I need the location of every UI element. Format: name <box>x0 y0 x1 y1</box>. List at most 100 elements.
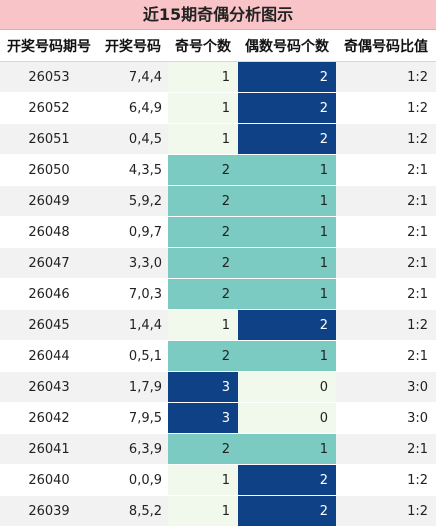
header-ratio: 奇偶号码比值 <box>336 30 436 62</box>
even-count-cell: 1 <box>238 216 336 248</box>
odd-count-cell: 1 <box>168 92 238 124</box>
numbers-cell: 0,5,1 <box>98 340 168 372</box>
ratio-cell: 2:1 <box>336 340 436 372</box>
table-row: 26048 0,9,7 2 1 2:1 <box>0 216 436 248</box>
odd-count-cell: 1 <box>168 464 238 496</box>
ratio-cell: 1:2 <box>336 123 436 155</box>
table-row: 26044 0,5,1 2 1 2:1 <box>0 340 436 372</box>
issue-cell: 26050 <box>0 154 98 186</box>
issue-cell: 26039 <box>0 495 98 527</box>
issue-cell: 26047 <box>0 247 98 279</box>
header-row: 开奖号码期号 开奖号码 奇号个数 偶数号码个数 奇偶号码比值 <box>0 30 436 62</box>
even-count-cell: 2 <box>238 123 336 155</box>
odd-count-cell: 2 <box>168 340 238 372</box>
table-row: 26040 0,0,9 1 2 1:2 <box>0 464 436 496</box>
table-row: 26043 1,7,9 3 0 3:0 <box>0 371 436 403</box>
ratio-cell: 1:2 <box>336 464 436 496</box>
table-row: 26042 7,9,5 3 0 3:0 <box>0 402 436 434</box>
table-row: 26046 7,0,3 2 1 2:1 <box>0 278 436 310</box>
table-row: 26052 6,4,9 1 2 1:2 <box>0 92 436 124</box>
numbers-cell: 8,5,2 <box>98 495 168 527</box>
odd-count-cell: 2 <box>168 247 238 279</box>
numbers-cell: 3,3,0 <box>98 247 168 279</box>
odd-count-cell: 2 <box>168 216 238 248</box>
odd-count-cell: 2 <box>168 185 238 217</box>
numbers-cell: 0,9,7 <box>98 216 168 248</box>
table-row: 26039 8,5,2 1 2 1:2 <box>0 495 436 527</box>
table-body: 26053 7,4,4 1 2 1:2 26052 6,4,9 1 2 1:2 26051 0,4,5… <box>0 61 436 527</box>
issue-cell: 26041 <box>0 433 98 465</box>
issue-cell: 26048 <box>0 216 98 248</box>
numbers-cell: 0,4,5 <box>98 123 168 155</box>
even-count-cell: 0 <box>238 371 336 403</box>
ratio-cell: 2:1 <box>336 185 436 217</box>
numbers-cell: 6,4,9 <box>98 92 168 124</box>
header-even-count: 偶数号码个数 <box>238 30 336 62</box>
issue-cell: 26053 <box>0 61 98 93</box>
even-count-cell: 2 <box>238 495 336 527</box>
header-numbers: 开奖号码 <box>98 30 168 62</box>
even-count-cell: 1 <box>238 154 336 186</box>
header-odd-count: 奇号个数 <box>168 30 238 62</box>
even-count-cell: 2 <box>238 309 336 341</box>
odd-count-cell: 2 <box>168 278 238 310</box>
ratio-cell: 3:0 <box>336 371 436 403</box>
odd-count-cell: 3 <box>168 402 238 434</box>
issue-cell: 26043 <box>0 371 98 403</box>
table-row: 26053 7,4,4 1 2 1:2 <box>0 61 436 93</box>
issue-cell: 26052 <box>0 92 98 124</box>
table-row: 26041 6,3,9 2 1 2:1 <box>0 433 436 465</box>
issue-cell: 26049 <box>0 185 98 217</box>
odd-count-cell: 1 <box>168 309 238 341</box>
even-count-cell: 1 <box>238 247 336 279</box>
ratio-cell: 2:1 <box>336 247 436 279</box>
odd-count-cell: 2 <box>168 154 238 186</box>
numbers-cell: 4,3,5 <box>98 154 168 186</box>
table-row: 26051 0,4,5 1 2 1:2 <box>0 123 436 155</box>
table-row: 26049 5,9,2 2 1 2:1 <box>0 185 436 217</box>
odd-count-cell: 2 <box>168 433 238 465</box>
numbers-cell: 5,9,2 <box>98 185 168 217</box>
table-row: 26050 4,3,5 2 1 2:1 <box>0 154 436 186</box>
issue-cell: 26042 <box>0 402 98 434</box>
ratio-cell: 2:1 <box>336 433 436 465</box>
ratio-cell: 2:1 <box>336 216 436 248</box>
even-count-cell: 1 <box>238 278 336 310</box>
issue-cell: 26045 <box>0 309 98 341</box>
even-count-cell: 1 <box>238 185 336 217</box>
even-count-cell: 0 <box>238 402 336 434</box>
table-row: 26045 1,4,4 1 2 1:2 <box>0 309 436 341</box>
ratio-cell: 1:2 <box>336 61 436 93</box>
odd-count-cell: 3 <box>168 371 238 403</box>
page-title: 近15期奇偶分析图示 <box>0 0 436 30</box>
even-count-cell: 2 <box>238 92 336 124</box>
even-count-cell: 1 <box>238 340 336 372</box>
issue-cell: 26046 <box>0 278 98 310</box>
numbers-cell: 1,4,4 <box>98 309 168 341</box>
odd-count-cell: 1 <box>168 61 238 93</box>
analysis-table: 开奖号码期号 开奖号码 奇号个数 偶数号码个数 奇偶号码比值 26053 7,4,… <box>0 30 436 527</box>
numbers-cell: 7,4,4 <box>98 61 168 93</box>
header-issue: 开奖号码期号 <box>0 30 98 62</box>
ratio-cell: 1:2 <box>336 309 436 341</box>
numbers-cell: 0,0,9 <box>98 464 168 496</box>
odd-count-cell: 1 <box>168 495 238 527</box>
numbers-cell: 6,3,9 <box>98 433 168 465</box>
ratio-cell: 2:1 <box>336 278 436 310</box>
even-count-cell: 1 <box>238 433 336 465</box>
issue-cell: 26040 <box>0 464 98 496</box>
table-row: 26047 3,3,0 2 1 2:1 <box>0 247 436 279</box>
ratio-cell: 1:2 <box>336 92 436 124</box>
numbers-cell: 7,0,3 <box>98 278 168 310</box>
ratio-cell: 2:1 <box>336 154 436 186</box>
even-count-cell: 2 <box>238 61 336 93</box>
numbers-cell: 1,7,9 <box>98 371 168 403</box>
issue-cell: 26044 <box>0 340 98 372</box>
odd-count-cell: 1 <box>168 123 238 155</box>
ratio-cell: 1:2 <box>336 495 436 527</box>
numbers-cell: 7,9,5 <box>98 402 168 434</box>
ratio-cell: 3:0 <box>336 402 436 434</box>
even-count-cell: 2 <box>238 464 336 496</box>
issue-cell: 26051 <box>0 123 98 155</box>
